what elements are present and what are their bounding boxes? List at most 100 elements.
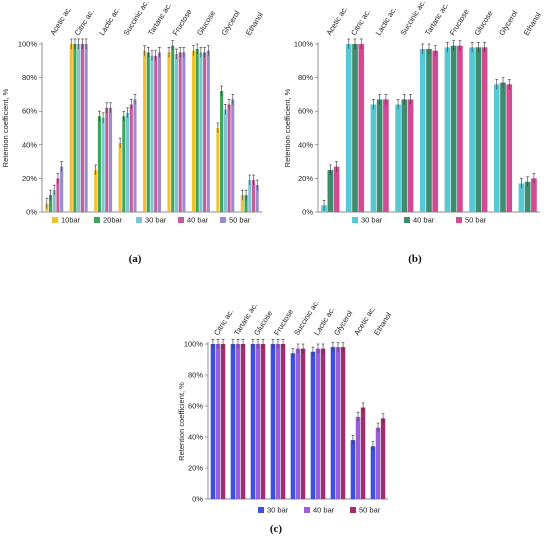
y-tick-label: 40% — [22, 140, 37, 149]
bar-40-bar-Lactic-ac- — [315, 348, 321, 499]
y-tick-label: 60% — [188, 402, 203, 411]
y-tick-label: 80% — [298, 73, 313, 82]
y-tick-label: 100% — [18, 40, 38, 49]
legend-swatch — [404, 217, 410, 223]
bar-20bar-Lactic-ac- — [97, 116, 101, 212]
category-label: Lactic ac. — [374, 5, 398, 37]
bar-20bar-Ethanol — [244, 195, 248, 212]
bar-50-bar-Glucose — [206, 50, 210, 212]
y-tick-label: 0% — [302, 208, 313, 217]
bar-10bar-Lactic-ac- — [94, 170, 98, 212]
bar-40-bar-Acetic-ac- — [56, 178, 60, 212]
bar-50-bar-Glucose — [260, 344, 266, 499]
y-tick-label: 80% — [22, 73, 37, 82]
category-label: Tartaric ac. — [423, 1, 450, 37]
category-label: Glucose — [472, 9, 494, 37]
category-label: Citric ac. — [349, 8, 372, 38]
bar-50-bar-Lactic-ac- — [108, 107, 113, 212]
bar-40-bar-Lactic-ac- — [105, 107, 109, 212]
bar-30-bar-Tartaric-ac- — [419, 49, 426, 212]
y-tick-label: 80% — [188, 371, 203, 380]
bar-30-bar-Citric-ac- — [77, 44, 81, 212]
legend-swatch — [350, 507, 356, 513]
bar-50-bar-Succinic-ac- — [407, 99, 414, 212]
legend-label: 40 bar — [413, 216, 435, 225]
bar-50-bar-Glycerol — [340, 347, 346, 499]
bar-40-bar-Glucose — [255, 344, 261, 499]
bar-30-bar-Fructose — [174, 54, 179, 212]
bar-50-bar-Fructose — [457, 45, 463, 213]
legend-label: 30 bar — [145, 216, 167, 225]
legend-label: 50 bar — [229, 216, 251, 225]
bar-40-bar-Ethanol — [524, 181, 531, 212]
bar-40-bar-Citric-ac- — [80, 44, 84, 212]
bar-30-bar-Acetic-ac- — [52, 190, 56, 212]
category-label: Citric ac. — [73, 8, 96, 38]
bar-40-bar-Ethanol — [375, 427, 381, 499]
bar-30-bar-Fructose — [270, 344, 276, 499]
category-label: Ethanol — [522, 10, 543, 37]
bar-30-bar-Lactic-ac- — [101, 117, 105, 212]
legend-label: 40 bar — [187, 216, 209, 225]
bar-10bar-Citric-ac- — [69, 44, 73, 212]
bar-50-bar-Ethanol — [531, 178, 537, 212]
panel-label: (c) — [270, 523, 283, 535]
legend-swatch — [304, 507, 310, 513]
bar-40-bar-Tartaric-ac- — [154, 55, 158, 213]
bar-10bar-Succinic-ac- — [118, 143, 122, 212]
bar-30-bar-Lactic-ac- — [370, 104, 377, 212]
y-tick-label: 60% — [22, 107, 37, 116]
bar-30-bar-Glucose — [250, 344, 256, 499]
y-tick-label: 40% — [298, 140, 313, 149]
bar-10bar-Glucose — [191, 50, 196, 212]
bar-30-bar-Glucose — [199, 52, 203, 213]
bar-40-bar-Glucose — [203, 52, 207, 213]
bar-40-bar-Succinic-ac- — [129, 104, 133, 212]
y-tick-label: 0% — [192, 495, 203, 504]
bar-50-bar-Tartaric-ac- — [240, 344, 246, 499]
bar-30-bar-Succinic-ac- — [395, 104, 401, 212]
category-label: Acetic ac. — [48, 5, 73, 37]
bar-30-bar-Lactic-ac- — [310, 351, 316, 499]
bar-50-bar-Succinic-ac- — [133, 99, 137, 212]
bar-30-bar-Acetic-ac- — [350, 440, 356, 499]
bar-50-bar-Ethanol — [380, 418, 386, 499]
bar-50-bar-Glycerol — [231, 99, 235, 212]
bar-40-bar-Glycerol — [227, 104, 231, 212]
chart-panel-2: 0% 20% 40% 60% 80% 100% Retention coefficient,… — [177, 298, 393, 535]
y-axis-label: Retention coefficient, % — [177, 382, 186, 461]
bar-40-bar-Glycerol — [500, 82, 506, 212]
category-label: Ethanol — [372, 310, 393, 337]
bar-50-bar-Fructose — [280, 344, 286, 499]
y-tick-label: 20% — [298, 174, 313, 183]
bar-30-bar-Succinic-ac- — [125, 112, 130, 212]
bar-50-bar-Glucose — [481, 47, 488, 212]
legend-swatch — [456, 217, 462, 223]
legend-label: 30 bar — [267, 506, 289, 515]
bar-50-bar-Succinic-ac- — [300, 348, 306, 499]
bar-50-bar-Ethanol — [255, 185, 259, 212]
bar-40-bar-Glycerol — [335, 347, 341, 499]
bar-50-bar-Tartaric-ac- — [432, 50, 439, 212]
legend-swatch — [178, 217, 184, 223]
bar-20bar-Succinic-ac- — [122, 116, 126, 212]
bar-50-bar-Glycerol — [506, 84, 513, 212]
category-label: Acetic ac. — [324, 5, 349, 37]
bar-50-bar-Acetic-ac- — [60, 166, 64, 212]
legend-swatch — [220, 217, 226, 223]
category-label: Tartaric ac. — [146, 1, 173, 37]
panel-label: (a) — [129, 253, 142, 265]
bar-40-bar-Citric-ac- — [352, 44, 358, 212]
legend-label: 10bar — [61, 216, 81, 225]
y-tick-label: 100% — [294, 40, 314, 49]
bar-40-bar-Lactic-ac- — [376, 99, 383, 212]
bar-20bar-Tartaric-ac- — [146, 52, 150, 213]
legend-swatch — [52, 217, 58, 223]
bar-30-bar-Citric-ac- — [210, 344, 216, 499]
bar-50-bar-Citric-ac- — [84, 44, 88, 212]
panel-label: (b) — [408, 253, 422, 265]
bar-20bar-Citric-ac- — [73, 44, 77, 212]
y-axis-label: Retention coefficient, % — [283, 88, 292, 167]
bar-30-bar-Citric-ac- — [345, 44, 352, 212]
